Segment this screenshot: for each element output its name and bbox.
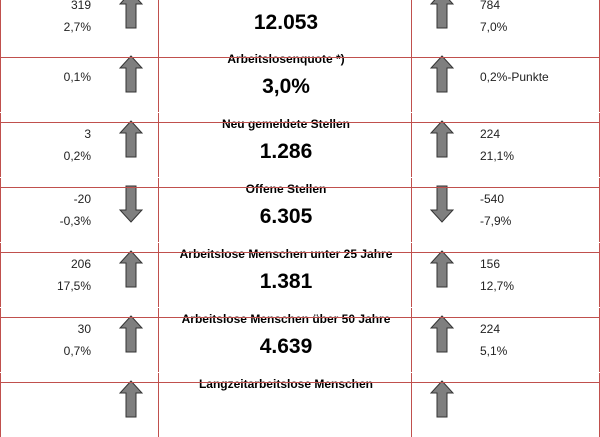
prev-year-change: 224 21,1% <box>412 113 600 177</box>
prev-month-change: 3 0,2% <box>0 113 158 177</box>
prev-year-change: 784 7,0% <box>412 0 600 48</box>
change-percent: 17,5% <box>56 279 91 293</box>
prev-month-change: -20 -0,3% <box>0 178 158 242</box>
stat-title: Arbeitslose Menschen unter 25 Jahre <box>179 247 393 261</box>
stat-value: 6.305 <box>259 205 313 228</box>
stat-row: -20 -0,3% Offene Stellen 6.305 -540 -7,9% <box>0 178 600 242</box>
change-absolute: 0,2%-Punkte <box>480 70 549 84</box>
change-percent: -0,3% <box>59 214 91 228</box>
change-percent: 21,1% <box>480 149 515 163</box>
change-absolute: 3 <box>84 127 91 141</box>
stat-title: Offene Stellen <box>245 182 327 196</box>
stat-title: Arbeitslose Menschen <box>159 0 413 2</box>
row-divider <box>0 57 600 58</box>
stat-row: 3 0,2% Neu gemeldete Stellen 1.286 224 21,1% <box>0 113 600 177</box>
stat-title: Arbeitslose Menschen über 50 Jahre <box>181 312 391 326</box>
stat-row: 206 17,5% Arbeitslose Menschen unter 25 Ja… <box>0 243 600 307</box>
stat-value: 4.639 <box>259 335 313 358</box>
arrow-up-icon <box>119 315 143 353</box>
change-percent: -7,9% <box>480 214 512 228</box>
change-percent: 5,1% <box>480 344 508 358</box>
stat-title: Langzeitarbeitslose Menschen <box>198 377 374 391</box>
prev-year-change: -540 -7,9% <box>412 178 600 242</box>
prev-year-change: 0,2%-Punkte <box>412 48 600 112</box>
stat-value: 1.381 <box>259 270 313 293</box>
arrow-up-icon <box>430 315 454 353</box>
row-divider <box>0 317 600 318</box>
row-divider <box>0 382 600 383</box>
change-absolute: 784 <box>480 0 501 12</box>
arrow-up-icon <box>430 380 454 418</box>
prev-year-change: 224 5,1% <box>412 308 600 372</box>
change-absolute: 0,1% <box>63 70 91 84</box>
stat-title: Arbeitslosenquote *) <box>227 52 345 66</box>
arrow-up-icon <box>119 0 143 29</box>
stat-value: 12.053 <box>253 11 319 34</box>
arrow-up-icon <box>119 380 143 418</box>
stat-cell: Neu gemeldete Stellen 1.286 <box>158 113 412 177</box>
change-percent: 2,7% <box>63 20 91 34</box>
arrow-up-icon <box>430 250 454 288</box>
prev-year-change: 156 12,7% <box>412 243 600 307</box>
change-absolute: 156 <box>480 257 501 271</box>
stat-row: 0,1% Arbeitslosenquote *) 3,0% 0,2%-Punkte <box>0 48 600 112</box>
prev-month-change: 206 17,5% <box>0 243 158 307</box>
stat-row: 319 2,7% Arbeitslose Menschen 12.053 784 7,0% <box>0 0 600 48</box>
stat-cell: Arbeitslosenquote *) 3,0% <box>158 48 412 112</box>
change-percent: 0,2% <box>63 149 91 163</box>
stat-row: 30 0,7% Arbeitslose Menschen über 50 Jahre… <box>0 308 600 372</box>
change-absolute: -540 <box>480 192 505 206</box>
change-absolute: 319 <box>70 0 91 12</box>
change-absolute: -20 <box>73 192 91 206</box>
arrow-up-icon <box>119 250 143 288</box>
row-divider <box>0 252 600 253</box>
stat-value: 1.286 <box>259 140 313 163</box>
arrow-up-icon <box>119 55 143 93</box>
stat-title: Neu gemeldete Stellen <box>221 117 351 131</box>
arrow-up-icon <box>430 120 454 158</box>
change-absolute: 224 <box>480 322 501 336</box>
change-percent: 12,7% <box>480 279 515 293</box>
change-absolute: 206 <box>70 257 91 271</box>
stat-value: 3,0% <box>262 75 310 98</box>
stat-cell: Arbeitslose Menschen über 50 Jahre 4.639 <box>158 308 412 372</box>
row-divider <box>0 122 600 123</box>
prev-month-change: 30 0,7% <box>0 308 158 372</box>
change-absolute: 224 <box>480 127 501 141</box>
change-percent: 0,7% <box>63 344 91 358</box>
change-percent: 7,0% <box>480 20 508 34</box>
stat-cell: Arbeitslose Menschen unter 25 Jahre 1.381 <box>158 243 412 307</box>
prev-month-change: 319 2,7% <box>0 0 158 48</box>
arrow-down-icon <box>430 185 454 223</box>
arrow-down-icon <box>119 185 143 223</box>
stat-cell: Offene Stellen 6.305 <box>158 178 412 242</box>
row-divider <box>0 187 600 188</box>
stat-cell: Arbeitslose Menschen 12.053 <box>158 0 412 48</box>
arrow-up-icon <box>119 120 143 158</box>
arrow-up-icon <box>430 0 454 29</box>
change-absolute: 30 <box>77 322 91 336</box>
prev-month-change: 0,1% <box>0 48 158 112</box>
arrow-up-icon <box>430 55 454 93</box>
